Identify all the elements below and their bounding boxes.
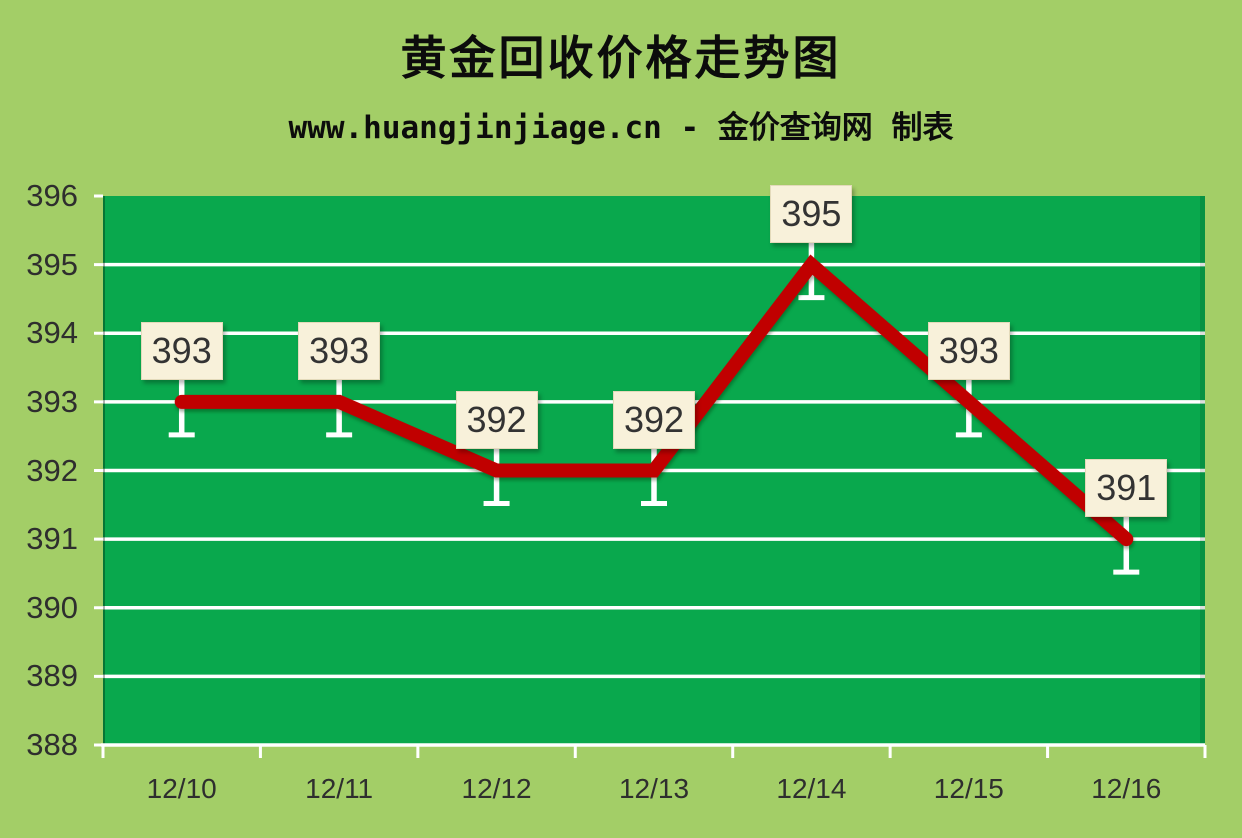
x-axis-label: 12/14 (776, 773, 847, 804)
x-axis-label: 12/13 (618, 773, 690, 804)
data-label-box: 393 (927, 321, 1010, 380)
y-axis-label: 395 (26, 246, 78, 282)
x-axis-label: 12/15 (933, 773, 1004, 804)
y-axis-label: 391 (26, 521, 78, 557)
y-axis-label: 396 (26, 178, 78, 213)
chart-title: 黄金回收价格走势图 (400, 33, 842, 84)
y-axis-label: 388 (26, 727, 78, 762)
y-axis-label: 393 (26, 383, 78, 419)
x-axis-label: 12/12 (461, 773, 532, 804)
x-axis-label: 12/10 (146, 773, 217, 804)
x-axis-label: 12/11 (305, 773, 374, 804)
y-axis-label: 394 (26, 315, 78, 351)
y-axis-label: 390 (26, 589, 78, 625)
plot-right-shade (1200, 196, 1205, 745)
data-label-box: 391 (1085, 459, 1168, 518)
y-axis-label: 392 (26, 452, 78, 488)
price-line (174, 254, 1134, 547)
y-axis-label: 389 (26, 658, 78, 694)
data-label-box: 392 (613, 390, 695, 449)
data-label-box: 393 (298, 321, 381, 380)
x-axis-label: 12/16 (1091, 773, 1162, 804)
chart-subtitle: www.huangjinjiage.cn - 金价查询网 制表 (288, 110, 954, 146)
data-label-box: 392 (455, 390, 538, 449)
data-label-box: 395 (770, 184, 853, 243)
data-label-box: 393 (140, 321, 223, 380)
